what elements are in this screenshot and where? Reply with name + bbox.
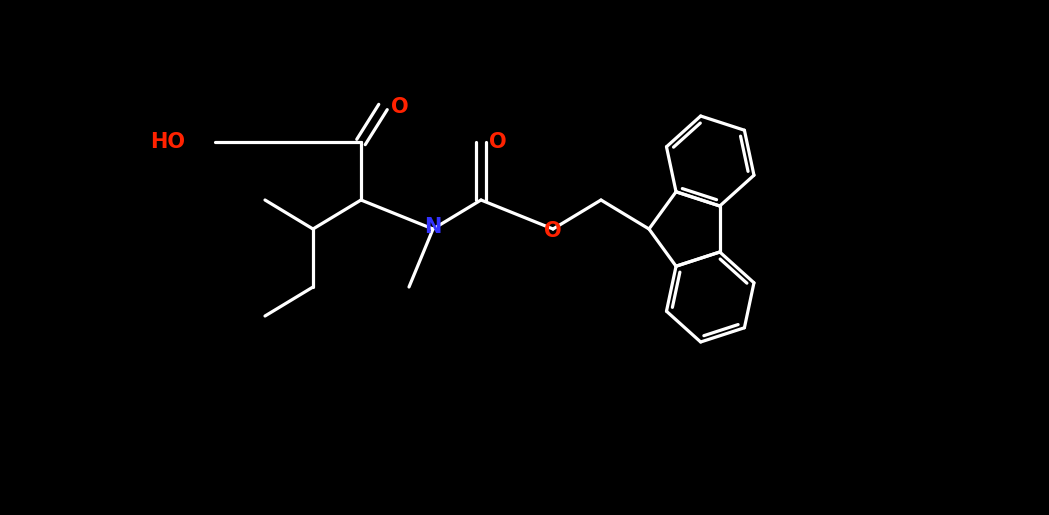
Text: O: O [544,221,562,241]
Text: O: O [391,97,409,117]
Text: O: O [489,132,507,152]
Text: N: N [424,217,442,237]
Text: HO: HO [150,132,185,152]
